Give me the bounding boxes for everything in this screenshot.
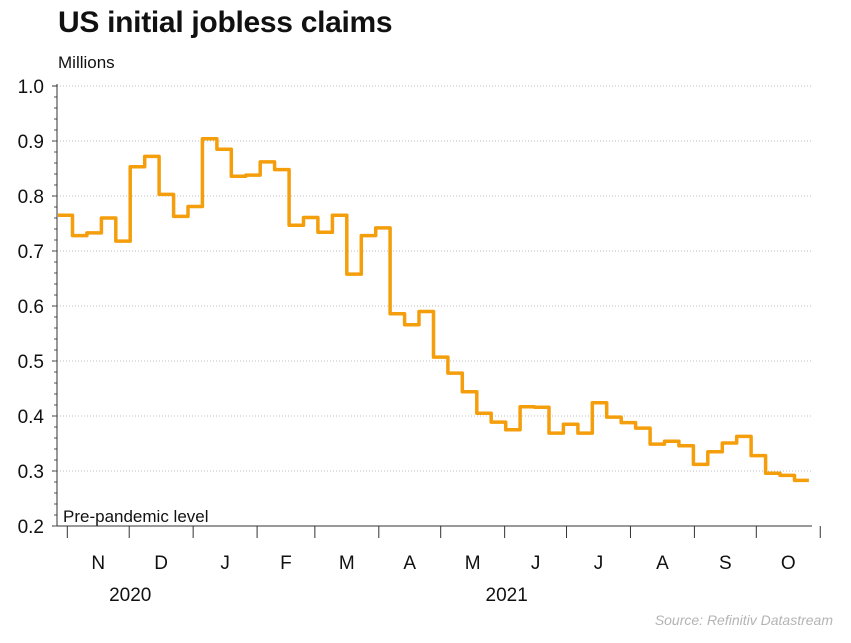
y-tick-label: 0.2	[18, 517, 44, 538]
y-tick-label: 1.0	[18, 77, 44, 98]
x-month-label: D	[154, 553, 168, 574]
x-year-label: 2020	[109, 585, 151, 606]
source-note: Source: Refinitiv Datastream	[654, 612, 833, 628]
y-tick-label: 0.9	[18, 132, 44, 153]
y-tick-label: 0.3	[18, 462, 44, 483]
pre-pandemic-reference: Pre-pandemic level	[57, 507, 812, 527]
series-line	[58, 137, 809, 483]
chart-title: US initial jobless claims	[58, 6, 393, 39]
x-month-label: N	[91, 553, 105, 574]
gridlines	[57, 85, 812, 472]
y-tick-label: 0.7	[18, 242, 44, 263]
y-tick-label: 0.4	[18, 407, 45, 428]
x-month-label: M	[339, 553, 355, 574]
x-month-label: S	[719, 553, 732, 574]
x-year-label: 2021	[486, 585, 528, 606]
x-month-label: O	[781, 553, 796, 574]
y-axis: 0.2 0.3 0.4 0.5 0.6 0.7 0.8 0.9 1.0	[18, 77, 58, 538]
x-month-label: A	[403, 553, 416, 574]
x-month-label: J	[594, 553, 604, 574]
y-axis-unit-label: Millions	[58, 53, 115, 72]
x-month-label: F	[280, 553, 292, 574]
y-tick-label: 0.5	[18, 352, 44, 373]
reference-line-label: Pre-pandemic level	[63, 507, 209, 526]
y-tick-label: 0.6	[18, 297, 44, 318]
x-month-label: M	[465, 553, 481, 574]
y-tick-label: 0.8	[18, 187, 44, 208]
x-axis: N D J F M A M J J A S O 2020 2021	[57, 525, 821, 606]
x-month-label: A	[656, 553, 669, 574]
x-month-label: J	[531, 553, 541, 574]
x-month-label: J	[220, 553, 230, 574]
